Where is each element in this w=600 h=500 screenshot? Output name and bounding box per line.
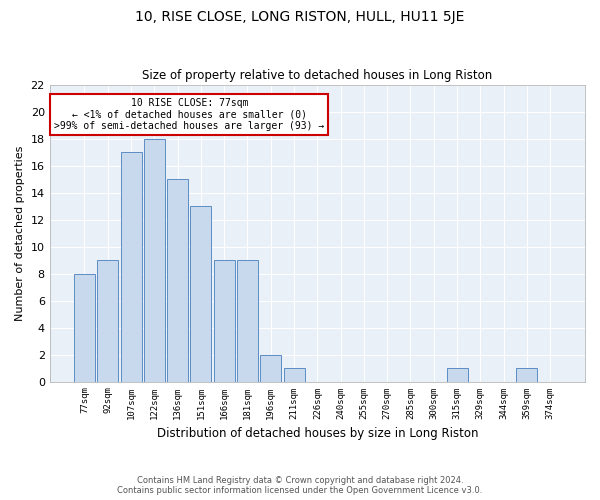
Bar [260, 354, 281, 382]
Bar [74, 274, 95, 382]
Text: Contains HM Land Registry data © Crown copyright and database right 2024.
Contai: Contains HM Land Registry data © Crown c… [118, 476, 482, 495]
Bar [446, 368, 467, 382]
X-axis label: Distribution of detached houses by size in Long Riston: Distribution of detached houses by size … [157, 427, 478, 440]
Bar [237, 260, 258, 382]
Text: 10 RISE CLOSE: 77sqm
← <1% of detached houses are smaller (0)
>99% of semi-detac: 10 RISE CLOSE: 77sqm ← <1% of detached h… [54, 98, 325, 132]
Bar [284, 368, 305, 382]
Bar [97, 260, 118, 382]
Bar [121, 152, 142, 382]
Bar [144, 138, 165, 382]
Bar [214, 260, 235, 382]
Bar [517, 368, 538, 382]
Y-axis label: Number of detached properties: Number of detached properties [15, 146, 25, 320]
Text: 10, RISE CLOSE, LONG RISTON, HULL, HU11 5JE: 10, RISE CLOSE, LONG RISTON, HULL, HU11 … [136, 10, 464, 24]
Title: Size of property relative to detached houses in Long Riston: Size of property relative to detached ho… [142, 69, 493, 82]
Bar [167, 179, 188, 382]
Bar [190, 206, 211, 382]
